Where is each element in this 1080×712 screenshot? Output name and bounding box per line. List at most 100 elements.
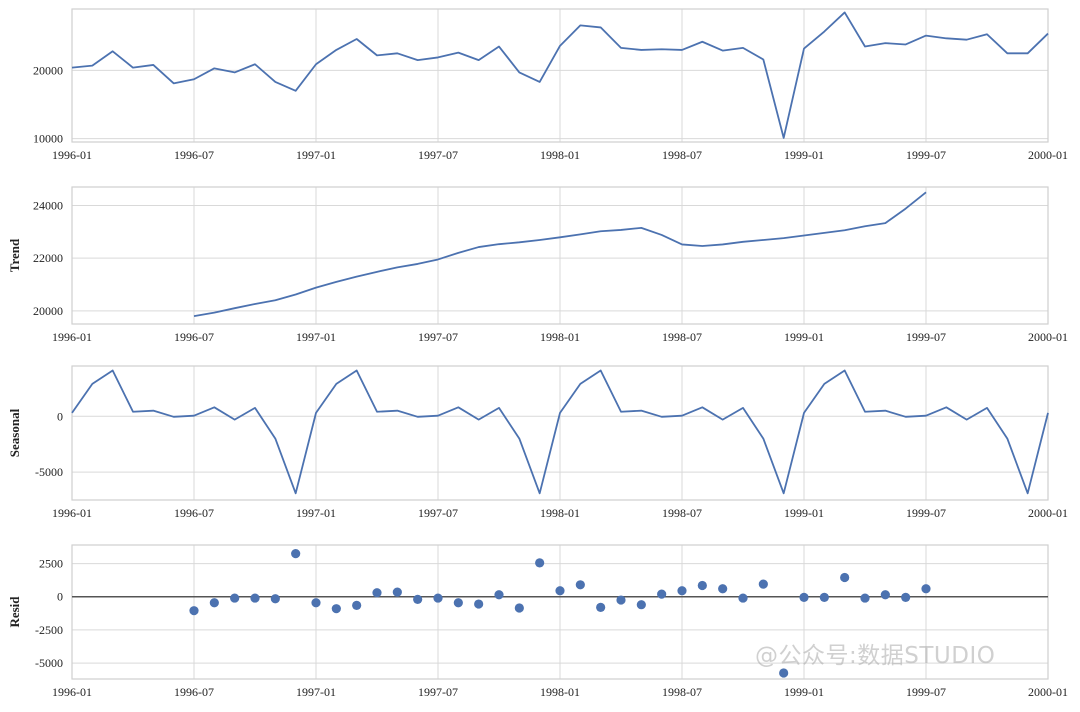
resid-point [799, 592, 809, 603]
x-tick-label: 1999-07 [906, 330, 946, 344]
panel-frame [71, 8, 1049, 143]
x-tick-label: 1996-01 [52, 685, 92, 699]
x-tick-label: 1997-07 [418, 330, 458, 344]
x-tick-label: 1996-01 [52, 506, 92, 520]
panel-3: 1996-01 1996-07 1997-01 1997-07 1998-01 1998-… [7, 365, 1068, 520]
x-tick-label: 1999-07 [906, 148, 946, 162]
x-tick-label: 1999-07 [906, 506, 946, 520]
y-tick-label: 20000 [33, 63, 63, 77]
x-tick-label: 1999-01 [784, 506, 824, 520]
resid-point [901, 592, 911, 603]
x-tick-label: 2000-01 [1028, 685, 1068, 699]
resid-point [555, 586, 565, 596]
resid-point [311, 598, 321, 608]
panel-2: 1996-01 1996-07 1997-01 1997-07 1998-01 1998-… [7, 186, 1068, 344]
x-tick-label: 1998-01 [540, 330, 580, 344]
x-tick-label: 1998-01 [540, 506, 580, 520]
x-tick-label: 1998-07 [662, 148, 702, 162]
series-line [71, 11, 1049, 139]
x-tick-label: 1997-07 [418, 506, 458, 520]
resid-point [291, 549, 301, 559]
resid-point [596, 602, 606, 612]
x-tick-label: 1999-01 [784, 685, 824, 699]
resid-point [616, 595, 626, 605]
y-axis-label: Resid [7, 596, 22, 628]
resid-point [230, 593, 240, 603]
resid-point [270, 594, 280, 604]
resid-point [413, 594, 423, 604]
x-tick-label: 1998-01 [540, 685, 580, 699]
resid-point [880, 590, 890, 600]
resid-point [758, 579, 768, 589]
x-tick-label: 1996-07 [174, 506, 214, 520]
resid-point [514, 603, 524, 613]
y-tick-label: 24000 [33, 198, 63, 212]
y-tick-label: 22000 [33, 251, 63, 265]
resid-point [392, 587, 402, 597]
resid-point [779, 668, 789, 678]
resid-point [372, 588, 382, 598]
y-tick-label: 20000 [33, 304, 63, 318]
resid-point [860, 593, 870, 603]
resid-point [250, 593, 260, 603]
resid-point [657, 589, 667, 599]
x-tick-label: 1998-07 [662, 685, 702, 699]
x-tick-label: 1996-07 [174, 148, 214, 162]
x-tick-label: 1999-01 [784, 148, 824, 162]
x-tick-label: 1998-07 [662, 330, 702, 344]
x-tick-label: 2000-01 [1028, 506, 1068, 520]
x-tick-label: 1998-01 [540, 148, 580, 162]
resid-point [494, 590, 504, 600]
resid-point [209, 598, 219, 608]
y-tick-label: -2500 [35, 623, 63, 637]
resid-point [697, 580, 707, 591]
resid-point [738, 593, 748, 603]
x-tick-label: 1996-01 [52, 148, 92, 162]
y-tick-label: -5000 [35, 656, 63, 670]
panel-1: 1996-01 1996-07 1997-01 1997-07 1998-01 1998-… [33, 8, 1068, 162]
x-tick-label: 2000-01 [1028, 148, 1068, 162]
y-tick-label: 0 [57, 590, 63, 604]
resid-point [819, 592, 829, 603]
series-line [71, 369, 1049, 495]
resid-point [677, 586, 687, 596]
x-tick-label: 1997-01 [296, 148, 336, 162]
resid-point [433, 593, 443, 603]
y-tick-label: -5000 [35, 465, 63, 479]
x-tick-label: 1999-07 [906, 685, 946, 699]
panel-frame [71, 544, 1049, 680]
resid-point [921, 584, 931, 594]
resid-point [535, 558, 545, 568]
resid-point [189, 606, 199, 616]
x-tick-label: 1997-07 [418, 685, 458, 699]
resid-point [453, 598, 463, 608]
x-tick-label: 1997-01 [296, 330, 336, 344]
y-tick-label: 2500 [39, 557, 63, 571]
series-line [193, 191, 927, 317]
y-tick-label: 0 [57, 409, 63, 423]
y-axis-label: Trend [7, 238, 22, 272]
resid-point [331, 604, 341, 614]
resid-point [575, 580, 585, 590]
resid-point [474, 599, 484, 609]
resid-point [352, 600, 362, 610]
x-tick-label: 1996-07 [174, 330, 214, 344]
panel-frame [71, 186, 1049, 325]
resid-point [718, 584, 728, 594]
x-tick-label: 1999-01 [784, 330, 824, 344]
x-tick-label: 1998-07 [662, 506, 702, 520]
x-tick-label: 1997-01 [296, 506, 336, 520]
panel-frame [71, 365, 1049, 501]
panel-4: 1996-01 1996-07 1997-01 1997-07 1998-01 1998-… [7, 544, 1068, 699]
y-tick-label: 10000 [33, 132, 63, 146]
resid-point [840, 572, 850, 583]
x-tick-label: 1997-01 [296, 685, 336, 699]
watermark-text: @公众号:数据STUDIO [755, 643, 996, 669]
resid-point [636, 600, 646, 610]
x-tick-label: 1996-01 [52, 330, 92, 344]
y-axis-label: Seasonal [7, 408, 22, 457]
x-tick-label: 2000-01 [1028, 330, 1068, 344]
x-tick-label: 1997-07 [418, 148, 458, 162]
x-tick-label: 1996-07 [174, 685, 214, 699]
